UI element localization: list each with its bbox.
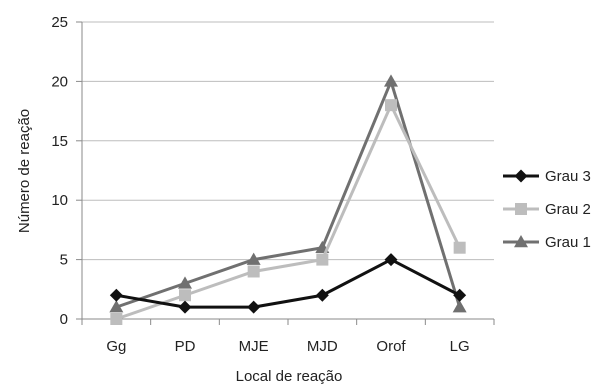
y-tick-label-15: 15 xyxy=(51,133,68,150)
series-line-grau-3 xyxy=(116,258,461,309)
legend-marker-grau-1 xyxy=(514,235,528,248)
series-lines xyxy=(109,74,467,325)
y-tick-label-20: 20 xyxy=(51,73,68,90)
point-grau-2-mje xyxy=(247,265,260,278)
legend: Grau 3 Grau 2 Grau 1 xyxy=(503,168,591,251)
point-grau-2-mjd xyxy=(316,253,329,266)
legend-item-grau-2: Grau 2 xyxy=(503,201,591,218)
point-grau-3-gg xyxy=(109,288,123,302)
y-tick-labels: 0 5 10 15 20 25 xyxy=(51,14,68,328)
y-tick-label-10: 10 xyxy=(51,192,68,209)
x-tick-label-Gg: Gg xyxy=(106,338,126,355)
y-axis-label: Número de reação xyxy=(16,109,33,233)
point-grau-1-mje xyxy=(246,252,261,265)
x-tick-labels: Gg PD MJE MJD Orof LG xyxy=(106,338,469,355)
y-tick-label-0: 0 xyxy=(60,311,68,328)
point-grau-2-lg xyxy=(453,241,466,254)
x-tick-label-MJE: MJE xyxy=(239,338,269,355)
series-grau-2 xyxy=(110,99,466,325)
series-grau-3 xyxy=(109,253,467,314)
legend-label-grau-2: Grau 2 xyxy=(545,201,591,218)
legend-label-grau-3: Grau 3 xyxy=(545,168,591,185)
legend-item-grau-3: Grau 3 xyxy=(503,168,591,185)
y-tick-label-5: 5 xyxy=(60,252,68,269)
point-grau-1-orof xyxy=(384,74,398,87)
x-tick-label-LG: LG xyxy=(450,338,470,355)
legend-label-grau-1: Grau 1 xyxy=(545,234,591,251)
x-tick-label-PD: PD xyxy=(175,338,196,355)
axes xyxy=(76,21,495,325)
point-grau-2-orof xyxy=(385,99,397,112)
legend-marker-grau-3 xyxy=(514,169,528,183)
series-line-grau-1 xyxy=(115,79,462,309)
y-tick-label-25: 25 xyxy=(51,14,68,31)
series-line-grau-2 xyxy=(115,103,462,321)
point-grau-1-gg xyxy=(109,300,124,313)
point-grau-2-pd xyxy=(179,289,191,302)
legend-marker-grau-2 xyxy=(515,203,527,215)
point-grau-1-lg xyxy=(452,300,467,313)
point-grau-3-mje xyxy=(247,300,261,314)
point-grau-2-gg xyxy=(110,313,123,325)
x-axis-label: Local de reação xyxy=(236,368,343,385)
gridlines xyxy=(82,21,494,261)
point-grau-3-mjd xyxy=(315,288,329,302)
point-grau-3-orof xyxy=(384,253,398,267)
series-grau-1 xyxy=(109,74,467,313)
legend-item-grau-1: Grau 1 xyxy=(503,234,591,251)
x-tick-label-MJD: MJD xyxy=(307,338,338,355)
x-tick-label-Orof: Orof xyxy=(376,338,406,355)
point-grau-1-pd xyxy=(178,276,192,289)
point-grau-3-lg xyxy=(453,288,467,302)
point-grau-3-pd xyxy=(178,300,192,314)
